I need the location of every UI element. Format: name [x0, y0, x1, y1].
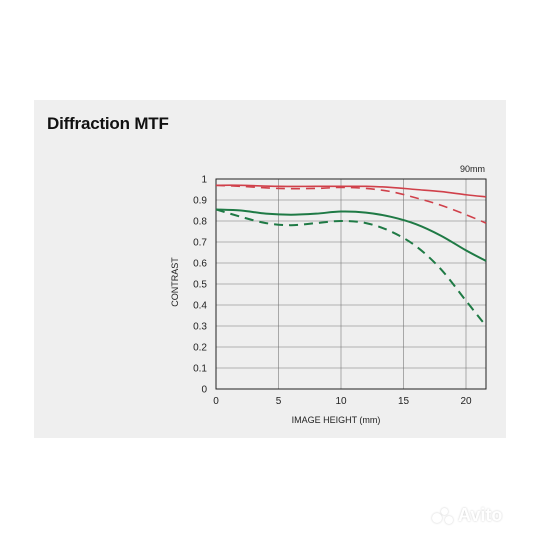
- series-line-green-dashed: [215, 208, 487, 327]
- series-line-green-solid: [215, 208, 487, 262]
- y-tick-label: 0.9: [193, 196, 207, 207]
- y-tick-label: 0.6: [193, 259, 207, 270]
- avito-logo-icon: [432, 507, 454, 524]
- avito-watermark: Avito: [432, 505, 502, 526]
- y-tick-label: 1: [201, 175, 207, 186]
- y-axis-label: CONTRAST: [170, 257, 180, 307]
- x-tick-label: 20: [460, 396, 472, 407]
- x-tick-label: 15: [398, 396, 410, 407]
- watermark-text: Avito: [458, 505, 503, 525]
- chart-title: Diffraction MTF: [47, 114, 169, 133]
- series-line-red-solid: [215, 184, 487, 198]
- y-tick-label: 0: [201, 385, 207, 396]
- y-tick-label: 0.2: [193, 343, 207, 354]
- y-tick-label: 0.8: [193, 217, 207, 228]
- x-tick-label: 10: [335, 396, 347, 407]
- x-tick-label: 0: [213, 396, 219, 407]
- series-line-red-dashed: [215, 184, 487, 224]
- y-tick-label: 0.4: [193, 301, 207, 312]
- x-axis-label: IMAGE HEIGHT (mm): [292, 415, 381, 425]
- y-tick-label: 0.7: [193, 238, 207, 249]
- focal-length-label: 90mm: [460, 164, 485, 174]
- y-tick-label: 0.3: [193, 322, 207, 333]
- y-tick-label: 0.1: [193, 364, 207, 375]
- chart-panel: [34, 100, 506, 438]
- y-tick-label: 0.5: [193, 280, 207, 291]
- x-tick-label: 5: [276, 396, 282, 407]
- plot-frame: [215, 178, 487, 390]
